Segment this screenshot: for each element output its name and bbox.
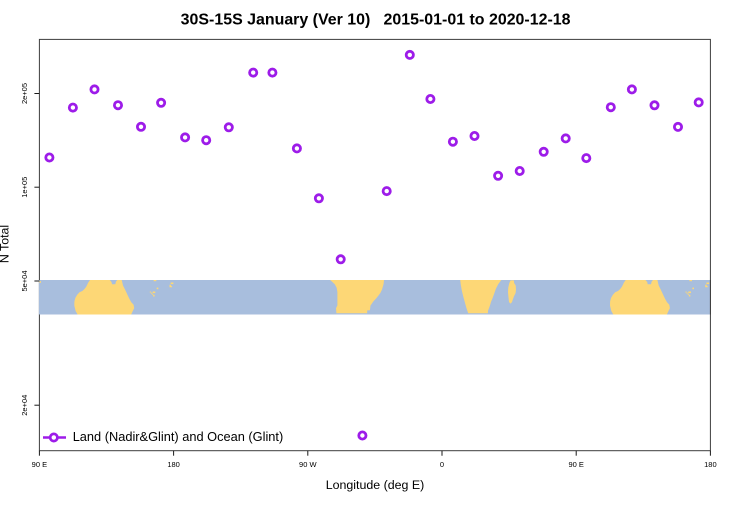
svg-text:1e+05: 1e+05 (20, 177, 29, 198)
svg-text:180: 180 (167, 460, 180, 469)
svg-text:90 W: 90 W (299, 460, 317, 469)
svg-text:Longitude (deg E): Longitude (deg E) (326, 478, 425, 492)
svg-text:30S-15S January (Ver 10) 201: 30S-15S January (Ver 10) 2015-01-01 to 2… (181, 12, 571, 29)
svg-text:Land (Nadir&Glint) and Ocean (: Land (Nadir&Glint) and Ocean (Glint) (73, 429, 284, 444)
svg-text:5e+04: 5e+04 (20, 270, 29, 291)
svg-text:2e+05: 2e+05 (20, 83, 29, 104)
svg-text:0: 0 (440, 460, 444, 469)
svg-text:90 E: 90 E (568, 460, 583, 469)
svg-text:180: 180 (704, 460, 717, 469)
svg-text:N Total: N Total (0, 225, 12, 263)
svg-text:90 E: 90 E (32, 460, 47, 469)
svg-text:2e+04: 2e+04 (20, 395, 29, 416)
